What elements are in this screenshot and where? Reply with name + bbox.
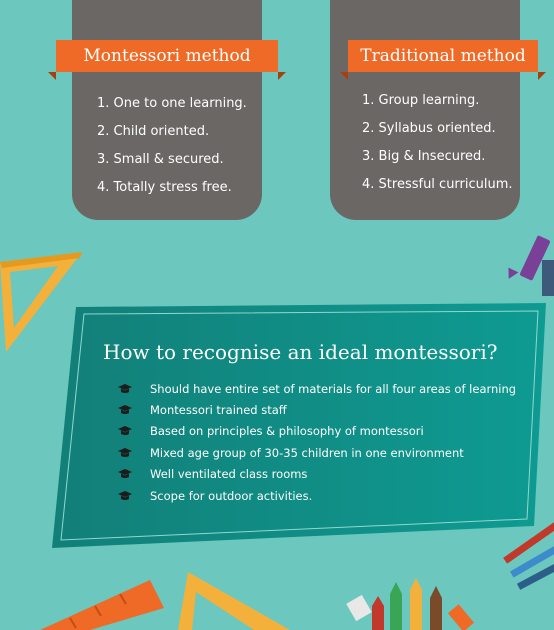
montessori-card: Montessori method 1. One to one learning… <box>48 0 286 220</box>
set-square-icon <box>0 252 82 352</box>
ruler-icon <box>40 580 164 630</box>
feature-text: Scope for outdoor activities. <box>150 488 313 503</box>
list-item: Based on principles & philosophy of mont… <box>118 421 516 442</box>
crayons-icon <box>346 578 475 630</box>
traditional-title: Traditional method <box>340 40 546 80</box>
list-item: Should have entire set of materials for … <box>118 378 516 399</box>
list-item: 4. Stressful curriculum. <box>362 177 513 192</box>
list-item: 1. Group learning. <box>362 93 480 108</box>
list-item: 2. Child oriented. <box>97 124 210 139</box>
recognise-list: Should have entire set of materials for … <box>118 378 516 506</box>
traditional-list: 1. Group learning. 2. Syllabus oriented.… <box>362 91 513 203</box>
feature-text: Well ventilated class rooms <box>150 467 308 482</box>
montessori-list: 1. One to one learning. 2. Child oriente… <box>97 94 247 206</box>
graduation-cap-icon <box>118 490 132 500</box>
list-item: 2. Syllabus oriented. <box>362 121 496 136</box>
list-item: Well ventilated class rooms <box>118 464 516 485</box>
list-item: 1. One to one learning. <box>97 96 247 111</box>
montessori-title: Montessori method <box>48 40 286 80</box>
feature-text: Based on principles & philosophy of mont… <box>150 424 424 439</box>
feature-text: Mixed age group of 30-35 children in one… <box>150 445 464 460</box>
pencils-icon <box>503 521 554 590</box>
list-item: 4. Totally stress free. <box>97 180 232 195</box>
list-item: Montessori trained staff <box>118 399 516 420</box>
list-item: 3. Small & secured. <box>97 152 224 167</box>
graduation-cap-icon <box>118 447 132 457</box>
feature-text: Montessori trained staff <box>150 403 287 418</box>
feature-text: Should have entire set of materials for … <box>150 381 517 396</box>
graduation-cap-icon <box>118 426 132 436</box>
crayon-icon <box>508 235 554 296</box>
traditional-card: Traditional method 1. Group learning. 2.… <box>330 0 546 220</box>
protractor-icon <box>178 572 290 630</box>
list-item: Scope for outdoor activities. <box>118 485 516 506</box>
recognise-title: How to recognise an ideal montessori? <box>103 340 498 364</box>
list-item: Mixed age group of 30-35 children in one… <box>118 442 516 463</box>
graduation-cap-icon <box>118 383 132 393</box>
graduation-cap-icon <box>118 405 132 415</box>
list-item: 3. Big & Insecured. <box>362 149 486 164</box>
graduation-cap-icon <box>118 469 132 479</box>
